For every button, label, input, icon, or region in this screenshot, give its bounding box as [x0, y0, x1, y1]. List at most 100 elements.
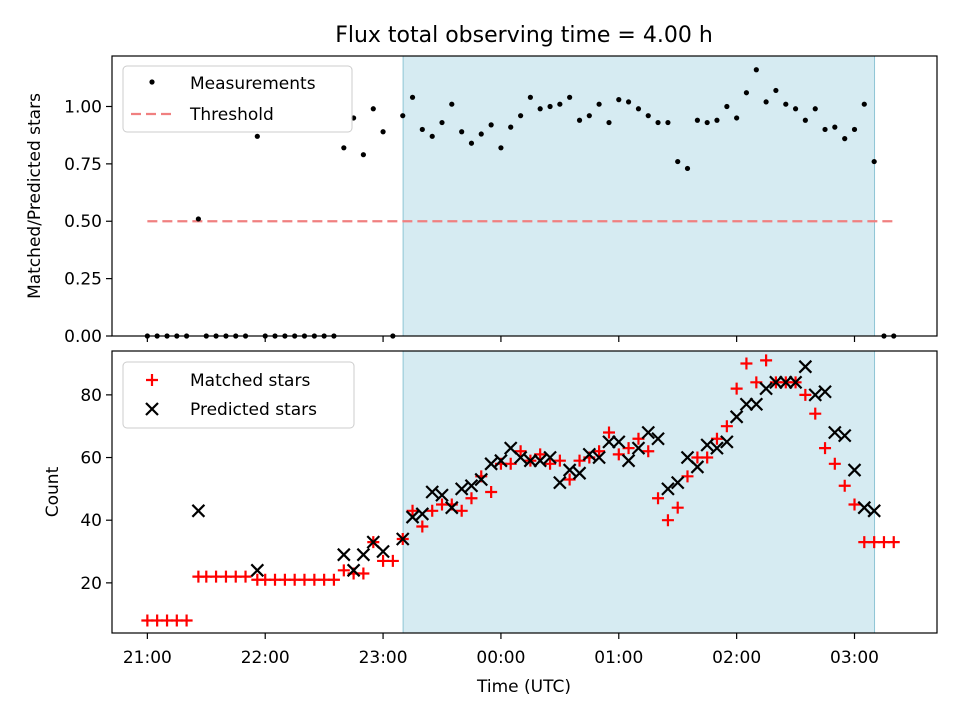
predicted-star-point [631, 441, 646, 455]
predicted-star-point [592, 450, 606, 465]
matched-star-point [514, 445, 527, 458]
ratio-y-tick-label: 0.75 [64, 155, 102, 175]
measurement-point [635, 106, 642, 112]
predicted-star-point [700, 438, 714, 452]
matched-star-point [838, 479, 851, 492]
predicted-star-point [828, 425, 842, 440]
counts-x-tick-label: 00:00 [476, 648, 525, 668]
legend-matched-marker [146, 374, 158, 386]
measurement-point [459, 129, 465, 135]
predicted-star-point [376, 544, 390, 559]
measurement-point [842, 136, 848, 142]
counts-plot-frame [111, 350, 938, 634]
predicted-star-point [818, 384, 832, 399]
matched-star-point [455, 504, 468, 517]
predicted-star-point [720, 435, 734, 449]
measurement-point [508, 124, 514, 130]
measurement-point [616, 97, 622, 103]
counts-y-tick-label: 60 [80, 449, 102, 469]
matched-star-point [642, 445, 655, 458]
counts-x-axis: 21:00 22:00 23:00 00:00 01:00 02:00 03:00 [123, 633, 879, 668]
predicted-star-point [602, 435, 616, 449]
predicted-star-point [415, 507, 430, 521]
predicted-star-point [857, 500, 872, 515]
measurement-point [655, 119, 661, 126]
legend-predicted-label: Predicted stars [190, 400, 317, 420]
measurement-point [684, 165, 691, 172]
measurement-point [851, 126, 858, 133]
matched-star-point [681, 470, 694, 483]
measurement-point [665, 119, 671, 126]
measurement-point [341, 145, 347, 151]
measurement-point [498, 145, 504, 151]
predicted-star-point [250, 563, 265, 578]
matched-star-point [485, 486, 498, 498]
matched-star-point [828, 457, 841, 470]
matched-star-point [534, 448, 547, 461]
counts-y-tick-label: 80 [80, 386, 102, 406]
matched-star-point [386, 554, 399, 567]
matched-star-point [465, 492, 478, 505]
matched-star-point [239, 570, 252, 583]
measurement-point [606, 119, 612, 126]
matched-star-point [504, 457, 517, 470]
measurement-point [429, 133, 435, 139]
measurement-point [409, 94, 416, 100]
predicted-star-point [641, 425, 656, 440]
predicted-star-point [808, 388, 823, 402]
matched-star-point [327, 573, 340, 586]
predicted-star-point [425, 485, 439, 499]
ratio-y-label: Matched/Predicted stars [25, 93, 45, 299]
legend-matched-label: Matched stars [190, 371, 310, 391]
predicted-star-point [779, 375, 793, 390]
predicted-star-point [788, 375, 803, 390]
counts-x-tick-label: 01:00 [594, 648, 643, 668]
measurement-point [645, 113, 651, 119]
counts-y-label: Count [43, 466, 63, 517]
measurement-point [596, 101, 602, 107]
predicted-star-point [867, 504, 881, 518]
measurement-point [792, 106, 799, 112]
ratio-panel: 0.00 0.25 0.50 0.75 1.00 Matched/Predicted s… [25, 55, 938, 347]
measurement-point [537, 106, 543, 112]
measurement-point [547, 103, 553, 110]
matched-star-point [730, 382, 743, 395]
predicted-star-point [445, 500, 459, 515]
measurement-point [763, 99, 769, 105]
predicted-star-point [337, 547, 351, 562]
measurement-point [518, 113, 524, 119]
measurement-point [478, 131, 484, 137]
measurement-point [195, 216, 201, 222]
ratio-legend: Measurements Threshold [122, 65, 353, 133]
matched-star-point [180, 614, 193, 627]
measurement-point [370, 106, 376, 112]
measurement-point [861, 101, 867, 107]
measurement-point [734, 115, 740, 121]
predicted-star-point [710, 441, 724, 455]
predicted-star-point [395, 532, 410, 546]
matched-star-point [671, 501, 684, 514]
ratio-y-tick-label: 0.00 [64, 327, 102, 347]
matched-star-point [622, 442, 635, 455]
predicted-star-point [562, 463, 577, 477]
matched-star-point [603, 426, 616, 439]
counts-x-label: Time (UTC) [476, 677, 571, 697]
predicted-star-point [484, 457, 498, 471]
predicted-star-point [621, 453, 636, 468]
matched-star-point [416, 520, 429, 533]
counts-x-tick-label: 22:00 [241, 648, 290, 668]
matched-star-point [337, 564, 350, 577]
measurement-point [254, 133, 260, 139]
legend-predicted-marker [145, 402, 159, 416]
ratio-legend-box [122, 65, 353, 133]
predicted-star-point [759, 381, 773, 396]
predicted-star-point [454, 482, 469, 496]
measurement-point [557, 101, 563, 107]
matched-star-point [740, 357, 753, 370]
measurement-point [832, 124, 838, 130]
matched-star-point [720, 420, 733, 433]
predicted-star-point [356, 547, 371, 562]
measurement-point [822, 126, 828, 133]
predicted-star-point [513, 450, 528, 465]
predicted-star-point [769, 375, 783, 390]
